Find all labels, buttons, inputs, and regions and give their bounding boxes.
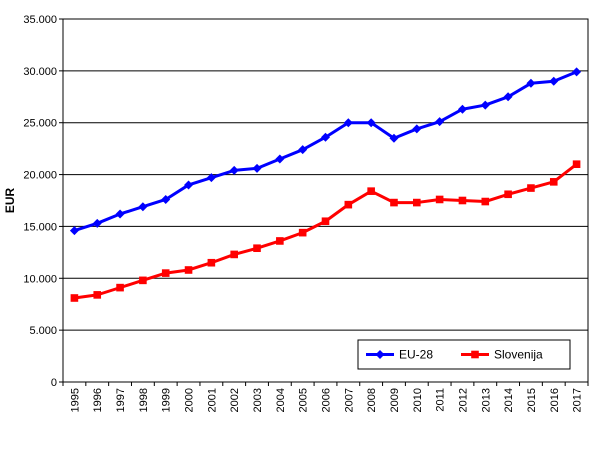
data-point xyxy=(390,198,398,207)
legend-swatch-marker xyxy=(471,350,479,359)
data-point xyxy=(572,160,581,168)
x-tick-label: 2006 xyxy=(321,388,333,412)
x-tick-label: 2003 xyxy=(252,388,264,412)
x-tick-label: 1997 xyxy=(115,388,127,412)
data-point xyxy=(139,276,147,285)
x-axis-ticks: 1995 1996 1997 1998 1999 2000 2001 2002 2003 2004… xyxy=(62,382,589,412)
data-point xyxy=(480,100,490,110)
data-point xyxy=(138,202,148,212)
y-tick-label: 20.000 xyxy=(23,170,57,182)
legend: EU-28 Slovenija xyxy=(357,339,571,370)
data-point xyxy=(206,173,216,183)
data-point xyxy=(93,291,102,299)
x-tick-label: 2007 xyxy=(343,388,355,412)
legend-entry: Slovenija xyxy=(461,348,543,362)
data-point xyxy=(366,118,376,128)
y-axis-title: EUR xyxy=(3,188,17,214)
series-slovenija xyxy=(70,160,581,302)
series-line xyxy=(73,70,578,233)
data-point xyxy=(253,244,261,253)
y-tick-label: 5.000 xyxy=(29,325,57,337)
data-point xyxy=(229,165,239,175)
data-point xyxy=(435,117,445,127)
data-point xyxy=(298,228,307,237)
legend-swatch-marker xyxy=(375,350,385,359)
x-tick-label: 2016 xyxy=(549,388,561,412)
data-point xyxy=(276,237,284,245)
x-tick-label: 2015 xyxy=(526,388,538,412)
x-tick-label: 2010 xyxy=(412,388,424,412)
series-layer xyxy=(69,67,582,302)
data-point xyxy=(161,269,170,277)
data-point xyxy=(184,180,194,190)
data-point xyxy=(184,266,193,274)
data-point xyxy=(92,218,102,228)
data-point xyxy=(69,226,79,236)
series-eu-28 xyxy=(69,67,582,236)
y-tick-label: 35.000 xyxy=(23,14,57,26)
data-point xyxy=(549,178,558,186)
y-tick-label: 25.000 xyxy=(23,118,57,130)
y-axis-ticks: 0 5.000 10.000 15.000 20.000 25.000 30.000 35.0… xyxy=(23,14,63,389)
x-tick-label: 2002 xyxy=(229,388,241,412)
data-point xyxy=(161,194,171,204)
x-tick-label: 2012 xyxy=(457,388,469,412)
data-point xyxy=(344,200,353,209)
x-tick-label: 2009 xyxy=(389,388,401,412)
x-tick-label: 2013 xyxy=(480,388,492,412)
x-tick-label: 2008 xyxy=(366,388,378,412)
x-tick-label: 1995 xyxy=(69,388,81,412)
data-point xyxy=(503,92,513,102)
data-point xyxy=(549,76,559,86)
data-point xyxy=(504,190,512,199)
data-point xyxy=(115,209,125,219)
legend-entry: EU-28 xyxy=(366,348,433,362)
y-tick-label: 15.000 xyxy=(23,221,57,233)
data-point xyxy=(572,67,582,77)
legend-label: Slovenija xyxy=(494,348,543,362)
x-tick-label: 2001 xyxy=(206,388,218,412)
data-point xyxy=(389,133,399,143)
data-point xyxy=(435,195,444,204)
gridlines xyxy=(63,70,588,331)
x-tick-label: 2005 xyxy=(298,388,310,412)
x-tick-label: 1996 xyxy=(92,388,104,412)
data-point xyxy=(321,217,330,226)
x-tick-label: 2004 xyxy=(275,388,287,412)
y-tick-label: 10.000 xyxy=(23,273,57,285)
data-point xyxy=(527,184,535,192)
data-point xyxy=(70,294,79,302)
data-point xyxy=(275,154,285,164)
data-point xyxy=(230,250,238,259)
data-point xyxy=(321,132,330,142)
x-tick-label: 1999 xyxy=(161,388,173,412)
data-point xyxy=(413,198,421,207)
data-point xyxy=(412,124,422,134)
data-point xyxy=(116,283,124,292)
data-point xyxy=(252,163,262,173)
x-tick-label: 2000 xyxy=(184,388,196,412)
x-tick-label: 1998 xyxy=(138,388,150,412)
data-point xyxy=(481,197,490,206)
legend-label: EU-28 xyxy=(399,348,433,362)
data-point xyxy=(343,118,353,128)
data-point xyxy=(526,78,536,88)
data-point xyxy=(207,258,216,267)
y-tick-label: 30.000 xyxy=(23,66,57,78)
data-point xyxy=(367,187,375,195)
x-tick-label: 2014 xyxy=(503,388,515,412)
plot-area-frame xyxy=(62,18,589,383)
x-tick-label: 2017 xyxy=(572,388,584,412)
x-tick-label: 2011 xyxy=(435,388,447,412)
data-point xyxy=(457,104,467,114)
y-tick-label: 0 xyxy=(51,377,57,389)
data-point xyxy=(458,196,467,205)
data-point xyxy=(298,145,308,155)
